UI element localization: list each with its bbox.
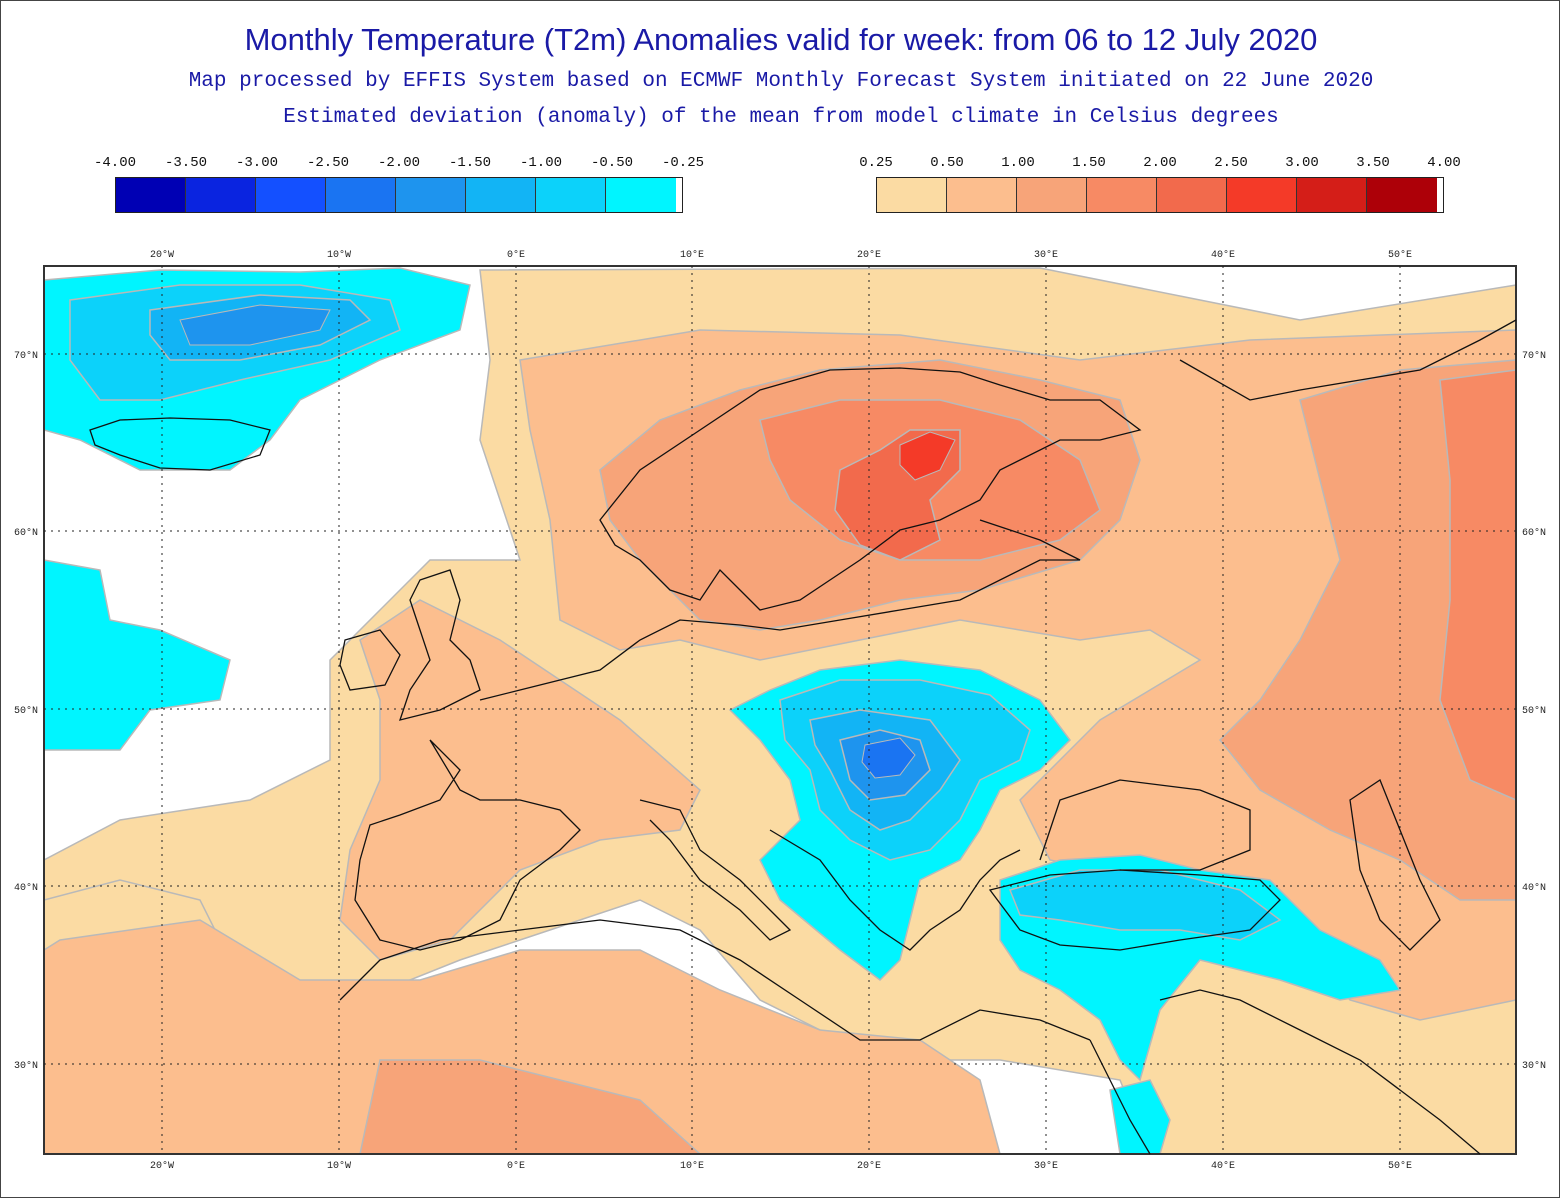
coastline-britain bbox=[399, 569, 481, 721]
legend-swatch-neg-5 bbox=[466, 178, 536, 212]
lat-tick-left: 30°N bbox=[14, 1060, 38, 1072]
legend-swatch-pos-0 bbox=[877, 178, 947, 212]
map-subtitle-processing: Map processed by EFFIS System based on E… bbox=[188, 70, 1374, 93]
legend-swatch-pos-6 bbox=[1297, 178, 1367, 212]
lon-tick-top: 10°W bbox=[327, 249, 351, 261]
legend-label-neg: -2.00 bbox=[377, 155, 421, 171]
legend-swatch-pos-3 bbox=[1087, 178, 1157, 212]
legend-label-pos: 4.00 bbox=[1427, 155, 1461, 171]
legend-label-pos: 0.25 bbox=[859, 155, 893, 171]
map-subtitle-units: Estimated deviation (anomaly) of the mea… bbox=[283, 106, 1279, 129]
lat-tick-right: 60°N bbox=[1522, 527, 1546, 539]
anomaly-region-pos-100-sahara bbox=[359, 1059, 702, 1154]
legend-label-pos: 1.00 bbox=[1001, 155, 1035, 171]
anomaly-region-pos-100-russia bbox=[1218, 359, 1516, 901]
legend-swatch-pos-2 bbox=[1017, 178, 1087, 212]
legend-label-pos: 3.50 bbox=[1356, 155, 1390, 171]
legend-label-pos: 0.50 bbox=[930, 155, 964, 171]
legend-label-neg: -1.00 bbox=[519, 155, 563, 171]
anomaly-region-neg-025-west bbox=[44, 559, 231, 751]
lon-tick-top: 30°E bbox=[1034, 249, 1058, 261]
map-border bbox=[43, 265, 1517, 1155]
legend-label-neg: -1.50 bbox=[448, 155, 492, 171]
lon-tick-top: 20°W bbox=[150, 249, 174, 261]
coastline-russia-north bbox=[1179, 319, 1517, 401]
lon-tick-top: 10°E bbox=[680, 249, 704, 261]
anomaly-region-pos-150-east bbox=[1439, 369, 1516, 801]
anomaly-region-neg-025-sinai bbox=[1109, 1079, 1171, 1154]
lat-tick-right: 40°N bbox=[1522, 882, 1546, 894]
legend-swatch-pos-5 bbox=[1227, 178, 1297, 212]
coastline-iberia bbox=[354, 739, 581, 951]
lon-tick-bottom: 0°E bbox=[507, 1160, 525, 1172]
axis-ticks: 20°W 10°W 0°E 10°E 20°E 30°E 40°E 50°E 2… bbox=[14, 249, 1546, 1172]
coastline-iceland bbox=[89, 417, 271, 471]
lon-tick-top: 50°E bbox=[1388, 249, 1412, 261]
anomaly-region-neg-200-europe bbox=[861, 737, 916, 779]
lat-tick-left: 60°N bbox=[14, 527, 38, 539]
legend-label-neg: -3.50 bbox=[164, 155, 208, 171]
lon-tick-bottom: 40°E bbox=[1211, 1160, 1235, 1172]
legend-swatch-neg-2 bbox=[256, 178, 326, 212]
legend-positive-colorbar bbox=[876, 177, 1444, 213]
legend-label-neg: -0.25 bbox=[661, 155, 705, 171]
anomaly-region-pos-250 bbox=[899, 431, 956, 481]
legend-label-pos: 2.00 bbox=[1143, 155, 1177, 171]
coastline-italy bbox=[639, 799, 792, 941]
legend-swatch-neg-3 bbox=[326, 178, 396, 212]
graticule bbox=[44, 266, 1516, 1154]
lat-tick-right: 70°N bbox=[1522, 350, 1546, 362]
coastlines bbox=[89, 319, 1517, 1155]
coastline-ireland bbox=[339, 629, 401, 691]
map-title: Monthly Temperature (T2m) Anomalies vali… bbox=[244, 22, 1318, 57]
legend-swatch-neg-6 bbox=[536, 178, 606, 212]
lon-tick-bottom: 30°E bbox=[1034, 1160, 1058, 1172]
legend-swatch-neg-4 bbox=[396, 178, 466, 212]
lon-tick-bottom: 20°E bbox=[857, 1160, 881, 1172]
legend-swatch-neg-0 bbox=[116, 178, 186, 212]
coastline-scandinavia bbox=[599, 367, 1142, 611]
lat-tick-left: 70°N bbox=[14, 350, 38, 362]
lon-tick-bottom: 10°W bbox=[327, 1160, 351, 1172]
legend-label-neg: -0.50 bbox=[590, 155, 634, 171]
legend-label-pos: 3.00 bbox=[1285, 155, 1319, 171]
lat-tick-left: 50°N bbox=[14, 705, 38, 717]
anomaly-region-neg-150-north bbox=[179, 304, 331, 346]
coastline-turkey bbox=[988, 869, 1281, 951]
legend-label-pos: 1.50 bbox=[1072, 155, 1106, 171]
legend-swatch-pos-7 bbox=[1367, 178, 1437, 212]
coastline-north-africa bbox=[339, 919, 1091, 1041]
lon-tick-top: 0°E bbox=[507, 249, 525, 261]
coastline-arabia bbox=[1159, 989, 1481, 1155]
legend-label-neg: -2.50 bbox=[306, 155, 350, 171]
anomaly-fields bbox=[44, 266, 1516, 1154]
legend-swatch-pos-1 bbox=[947, 178, 1017, 212]
lon-tick-bottom: 10°E bbox=[680, 1160, 704, 1172]
lon-tick-top: 40°E bbox=[1211, 249, 1235, 261]
lon-tick-top: 20°E bbox=[857, 249, 881, 261]
lat-tick-right: 30°N bbox=[1522, 1060, 1546, 1072]
legend-negative-colorbar bbox=[115, 177, 683, 213]
coastline-caspian bbox=[1349, 779, 1441, 951]
lat-tick-left: 40°N bbox=[14, 882, 38, 894]
lat-tick-right: 50°N bbox=[1522, 705, 1546, 717]
coastline-europe-main bbox=[479, 519, 1081, 701]
anomaly-region-pos-050-africa bbox=[44, 919, 1001, 1154]
coastline-red-sea bbox=[1089, 1039, 1151, 1155]
legend-label-neg: -3.00 bbox=[235, 155, 279, 171]
legend-swatch-neg-7 bbox=[606, 178, 676, 212]
legend-label-neg: -4.00 bbox=[93, 155, 137, 171]
legend-swatch-pos-4 bbox=[1157, 178, 1227, 212]
legend-swatch-neg-1 bbox=[186, 178, 256, 212]
coastline-balkans bbox=[769, 829, 1021, 951]
lon-tick-bottom: 20°W bbox=[150, 1160, 174, 1172]
legend-label-pos: 2.50 bbox=[1214, 155, 1248, 171]
lon-tick-bottom: 50°E bbox=[1388, 1160, 1412, 1172]
anomaly-region-pos-050-iberia bbox=[339, 599, 701, 961]
coastline-black-sea bbox=[1039, 779, 1251, 871]
